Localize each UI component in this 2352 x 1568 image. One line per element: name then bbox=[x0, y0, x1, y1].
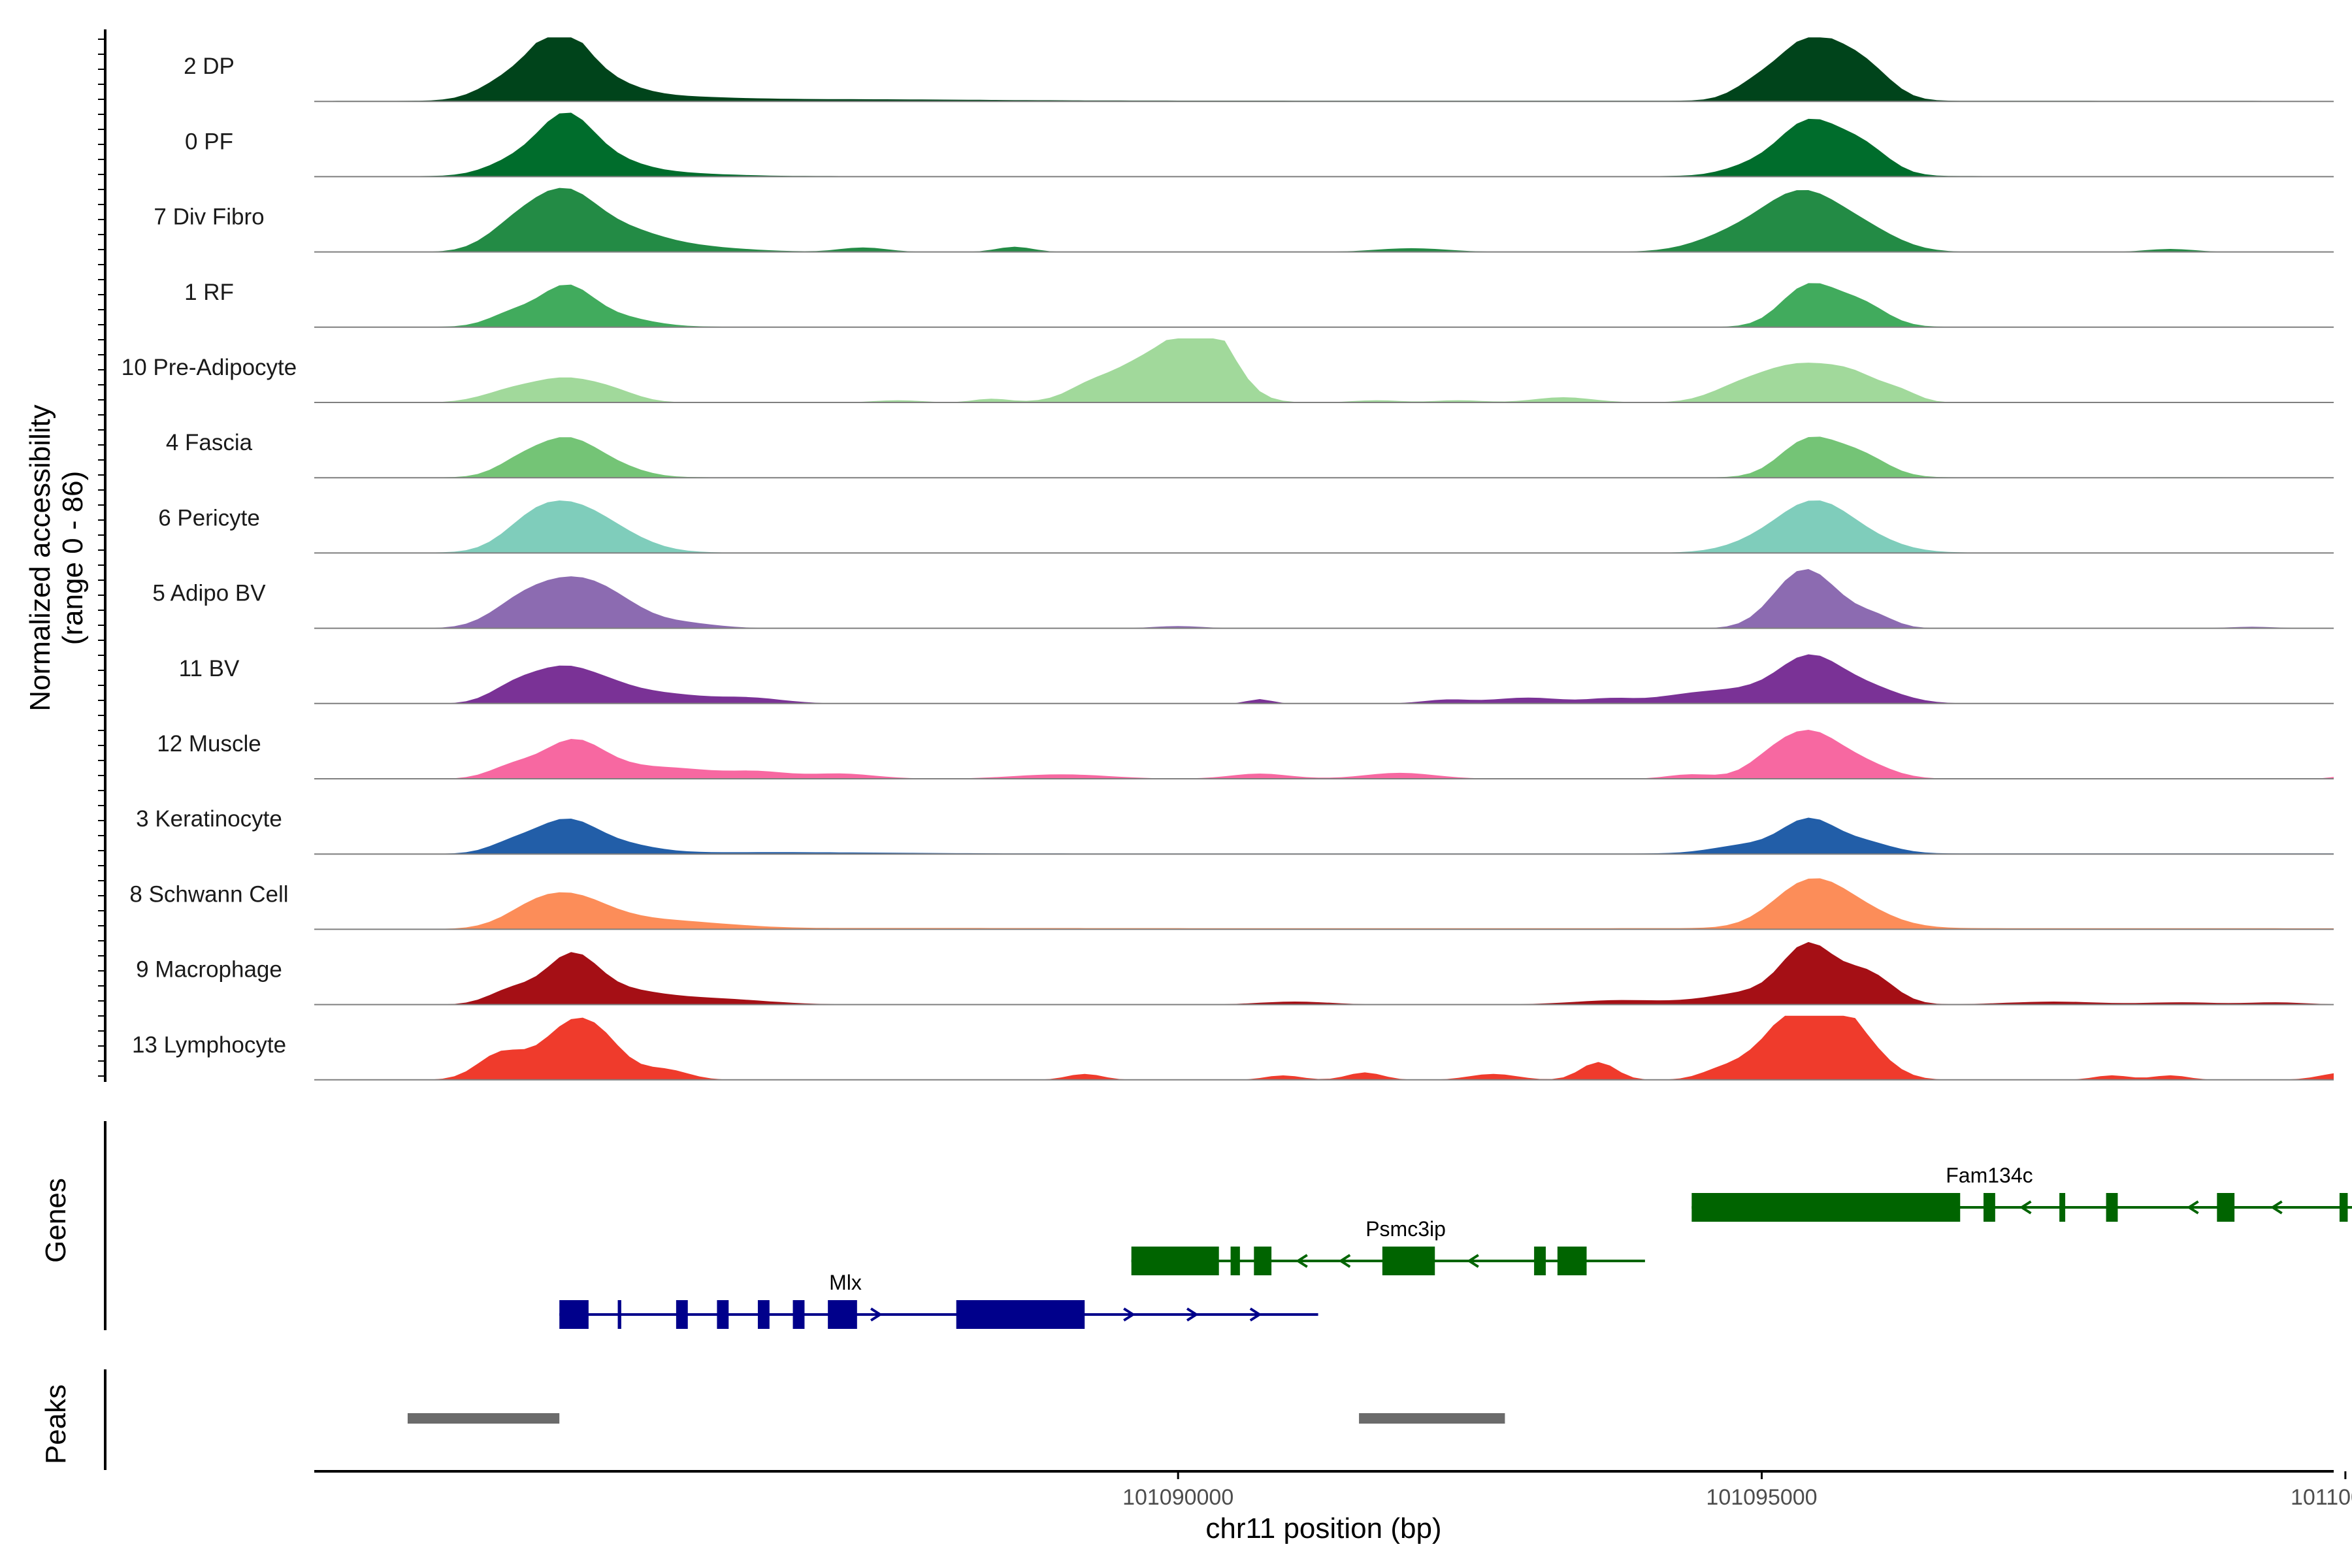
y-axis-label-line1: Normalized accessibility bbox=[24, 404, 56, 711]
gene-exon bbox=[2339, 1193, 2348, 1222]
coverage-area bbox=[314, 941, 2334, 1005]
track-7: 6 Pericyte bbox=[158, 500, 2334, 554]
gene-exon bbox=[1983, 1193, 1995, 1222]
track-label: 13 Lymphocyte bbox=[132, 1032, 286, 1058]
gene-exon bbox=[1230, 1247, 1240, 1275]
gene-exon bbox=[828, 1300, 857, 1329]
gene-exon bbox=[1534, 1247, 1546, 1275]
gene-exon bbox=[559, 1300, 589, 1329]
coverage-area bbox=[314, 37, 2334, 102]
coverage-area bbox=[314, 436, 2334, 478]
track-label: 6 Pericyte bbox=[158, 505, 260, 531]
strand-arrow bbox=[1186, 1307, 1199, 1322]
x-tick-label: 101095000 bbox=[1706, 1485, 1817, 1510]
coverage-area bbox=[314, 654, 2334, 704]
gene-exon bbox=[676, 1300, 688, 1329]
coverage-area bbox=[314, 283, 2334, 327]
strand-arrow bbox=[1249, 1307, 1262, 1322]
peak-regions bbox=[407, 1413, 1505, 1424]
gene-label: Fam134c bbox=[1946, 1164, 2033, 1187]
track-4: 1 RF bbox=[184, 280, 2334, 328]
gene-exon bbox=[1254, 1247, 1272, 1275]
strand-arrow bbox=[2019, 1200, 2032, 1215]
coverage-area bbox=[314, 500, 2334, 553]
track-label: 8 Schwann Cell bbox=[129, 881, 288, 907]
gene-label: Mlx bbox=[829, 1271, 862, 1294]
x-tick-label: 101100000 bbox=[2291, 1485, 2352, 1510]
track-12: 8 Schwann Cell bbox=[129, 878, 2334, 930]
gene-exon bbox=[717, 1300, 729, 1329]
gene-annotations: Mlx Psmc3ip Fam134c bbox=[559, 1164, 2352, 1329]
gene-label: Psmc3ip bbox=[1365, 1217, 1446, 1241]
strand-arrow bbox=[1467, 1254, 1479, 1268]
track-label: 0 PF bbox=[185, 129, 233, 154]
gene-exon bbox=[792, 1300, 805, 1329]
track-label: 12 Muscle bbox=[157, 731, 261, 757]
y-axis-label-line2: (range 0 - 86) bbox=[57, 471, 89, 645]
peaks-panel-label: Peaks bbox=[40, 1384, 72, 1464]
coverage-area bbox=[314, 112, 2334, 177]
track-3: 7 Div Fibro bbox=[154, 188, 2334, 253]
track-label: 3 Keratinocyte bbox=[136, 806, 282, 832]
track-14: 13 Lymphocyte bbox=[132, 1015, 2334, 1081]
track-1: 2 DP bbox=[184, 37, 2334, 103]
gene-exon bbox=[1382, 1247, 1435, 1275]
track-label: 5 Adipo BV bbox=[152, 581, 266, 606]
genes-panel-label: Genes bbox=[40, 1178, 72, 1263]
gene-exon bbox=[2059, 1193, 2066, 1222]
track-2: 0 PF bbox=[185, 112, 2334, 178]
coverage-area bbox=[314, 1015, 2334, 1080]
strand-arrow bbox=[2186, 1200, 2199, 1215]
track-label: 7 Div Fibro bbox=[154, 204, 264, 230]
coverage-tracks: 2 DP 0 PF 7 Div Fibro 1 RF 10 Pre-Adipocyte 4… bbox=[122, 37, 2334, 1081]
track-11: 3 Keratinocyte bbox=[136, 806, 2334, 855]
strand-arrow bbox=[1296, 1254, 1308, 1268]
track-label: 11 BV bbox=[179, 656, 240, 681]
coverage-area bbox=[314, 569, 2334, 629]
gene-psmc3ip: Psmc3ip bbox=[1131, 1217, 1645, 1275]
track-10: 12 Muscle bbox=[157, 730, 2334, 779]
peak-region-bar bbox=[1359, 1413, 1505, 1424]
gene-exon bbox=[757, 1300, 770, 1329]
coverage-area bbox=[314, 730, 2334, 779]
gene-exon bbox=[956, 1300, 1085, 1329]
track-label: 1 RF bbox=[184, 280, 234, 305]
strand-arrow bbox=[1123, 1307, 1135, 1322]
track-9: 11 BV bbox=[179, 654, 2334, 704]
x-axis-ticks: 101090000 101095000 101100000 bbox=[1122, 1471, 2352, 1510]
coverage-area bbox=[314, 817, 2334, 855]
gene-exon bbox=[1691, 1193, 1961, 1222]
coverage-area bbox=[314, 338, 2334, 402]
track-label: 10 Pre-Adipocyte bbox=[122, 355, 297, 380]
gene-exon bbox=[2217, 1193, 2235, 1222]
strand-arrow bbox=[1338, 1254, 1351, 1268]
track-label: 4 Fascia bbox=[166, 430, 253, 455]
peak-region-bar bbox=[407, 1413, 560, 1424]
track-label: 9 Macrophage bbox=[136, 957, 282, 983]
track-label: 2 DP bbox=[184, 54, 235, 79]
coverage-area bbox=[314, 188, 2334, 252]
track-6: 4 Fascia bbox=[166, 430, 2334, 479]
x-axis-label: chr11 position (bp) bbox=[1205, 1512, 1441, 1544]
tracks-y-ticks bbox=[98, 39, 105, 1077]
gene-mlx: Mlx bbox=[559, 1271, 1318, 1329]
x-tick-label: 101090000 bbox=[1122, 1485, 1233, 1510]
coverage-area bbox=[314, 878, 2334, 930]
strand-arrow bbox=[870, 1307, 883, 1322]
strand-arrow bbox=[2270, 1200, 2283, 1215]
gene-exon bbox=[1557, 1247, 1587, 1275]
track-8: 5 Adipo BV bbox=[152, 569, 2334, 629]
gene-exon bbox=[2106, 1193, 2118, 1222]
gene-fam134c: Fam134c bbox=[1691, 1164, 2352, 1222]
gene-exon bbox=[617, 1300, 621, 1329]
track-13: 9 Macrophage bbox=[136, 941, 2334, 1005]
gene-exon bbox=[1131, 1247, 1219, 1275]
track-5: 10 Pre-Adipocyte bbox=[122, 338, 2334, 403]
